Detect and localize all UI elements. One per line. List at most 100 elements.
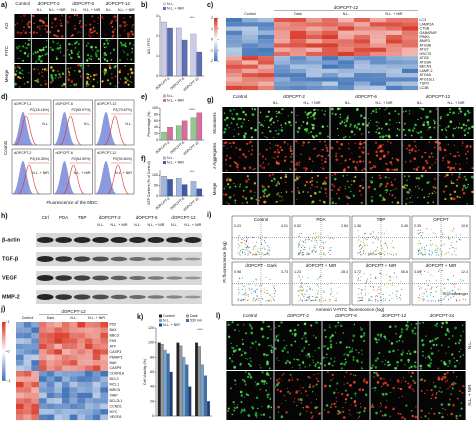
event	[252, 254, 254, 256]
cell	[404, 184, 407, 187]
event	[261, 235, 263, 237]
gene-label: MCL1	[110, 383, 120, 387]
cell	[331, 112, 334, 115]
cell	[395, 332, 397, 335]
row-label: Monomers	[212, 112, 217, 134]
cell	[404, 175, 406, 177]
heat-cell	[54, 398, 63, 404]
heat-cell	[92, 414, 101, 421]
cell	[354, 392, 357, 395]
group-header: Control	[244, 12, 256, 16]
heat-cell	[322, 51, 339, 57]
cell	[307, 352, 311, 356]
cell	[245, 371, 247, 373]
cell	[439, 174, 441, 177]
cell	[453, 190, 457, 193]
cell	[335, 342, 338, 344]
heat-cell	[69, 403, 78, 410]
event	[298, 244, 300, 246]
event	[443, 243, 445, 245]
cell	[378, 351, 381, 355]
protein-label: VEGF	[2, 275, 18, 281]
cell	[442, 190, 446, 193]
heat-cell	[354, 51, 371, 57]
heat-cell	[322, 26, 339, 31]
cell	[467, 183, 469, 186]
event	[442, 270, 444, 272]
cell	[39, 19, 42, 23]
cell	[93, 20, 96, 23]
cell	[385, 188, 389, 192]
cell	[236, 323, 240, 327]
event	[300, 285, 302, 287]
cell	[103, 71, 107, 75]
event	[308, 236, 310, 238]
event	[397, 283, 399, 285]
cell	[283, 394, 286, 397]
cell	[337, 134, 339, 137]
cell	[67, 67, 69, 70]
heat-cell	[77, 332, 86, 339]
cell	[294, 179, 297, 182]
event	[419, 271, 421, 273]
heat-cell	[46, 414, 55, 421]
cell	[299, 354, 301, 356]
cell	[359, 114, 363, 117]
heat-cell	[354, 60, 371, 65]
event	[378, 252, 380, 254]
cell	[433, 190, 435, 192]
cell	[380, 146, 382, 149]
event	[441, 299, 443, 301]
event	[315, 300, 317, 302]
event	[248, 246, 250, 248]
cell	[327, 362, 331, 366]
cell	[360, 328, 364, 331]
cell	[249, 364, 252, 368]
heat-cell	[46, 403, 55, 410]
cell	[276, 335, 279, 337]
event	[452, 236, 454, 238]
cell	[285, 124, 287, 126]
cell	[417, 131, 420, 135]
cell	[232, 347, 235, 350]
event	[420, 287, 422, 289]
cell	[238, 330, 240, 332]
heat-cell	[226, 68, 243, 74]
cell	[431, 164, 433, 166]
cell	[306, 167, 309, 170]
cell	[410, 365, 413, 368]
cell	[279, 200, 281, 202]
event	[264, 237, 266, 239]
event	[268, 300, 270, 302]
cell	[362, 378, 366, 382]
cell	[72, 34, 74, 37]
cell	[305, 410, 308, 412]
cell	[317, 109, 319, 111]
event	[258, 253, 260, 255]
cell	[302, 362, 305, 365]
event	[300, 252, 302, 254]
cell	[404, 161, 407, 163]
event	[301, 282, 303, 284]
cell	[381, 414, 384, 417]
cell	[437, 367, 440, 370]
event	[428, 249, 430, 251]
event	[428, 253, 430, 255]
cell	[131, 26, 133, 28]
event	[301, 232, 303, 234]
event	[391, 250, 393, 252]
cell	[427, 123, 430, 126]
histogram-title: dOPCPT-12	[97, 102, 116, 106]
cell	[303, 167, 305, 169]
heat-cell	[226, 26, 243, 31]
cell	[19, 77, 22, 80]
cell	[335, 158, 339, 162]
quadrant-value: 55.6	[401, 270, 408, 274]
band	[36, 294, 54, 300]
event	[441, 251, 443, 253]
heat-cell	[354, 34, 371, 40]
cell	[18, 67, 21, 70]
cell	[315, 363, 317, 366]
cell	[242, 195, 245, 198]
heat-cell	[258, 22, 275, 27]
